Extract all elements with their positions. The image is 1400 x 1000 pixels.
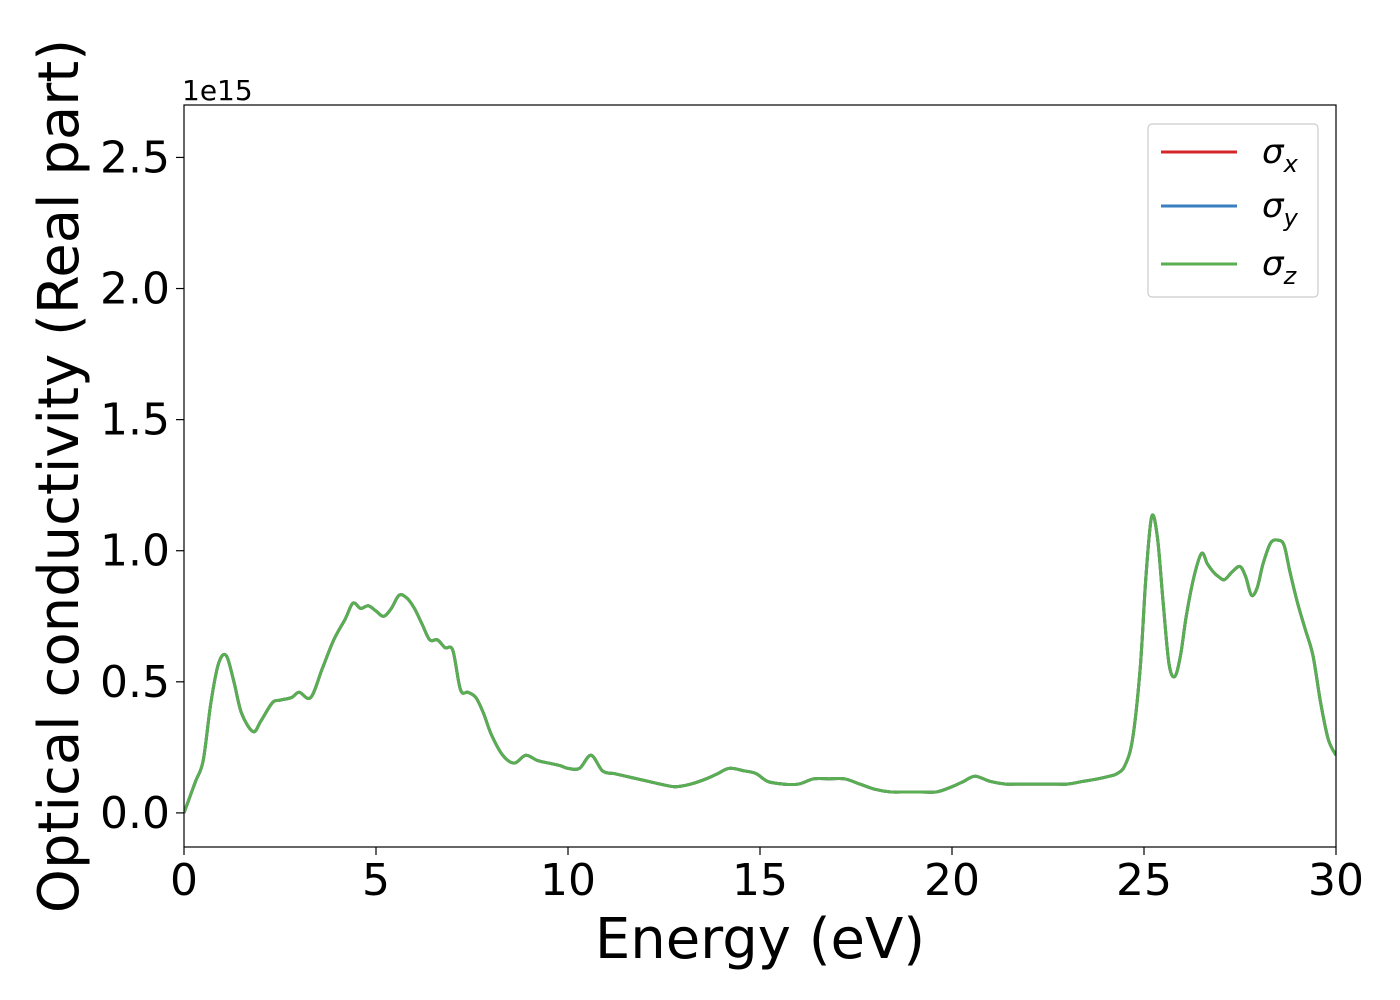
x-tick-label: 15 — [732, 855, 788, 906]
legend-label-symbol: σ — [1262, 186, 1285, 226]
legend-label-symbol: σ — [1262, 132, 1285, 172]
legend-label-x: σx — [1262, 132, 1299, 178]
legend-box — [1147, 123, 1319, 298]
y-tick-label: 2.5 — [100, 132, 170, 183]
x-tick-label: 5 — [362, 855, 390, 906]
y-axis-ticks: 0.0 0.5 1.0 1.5 2.0 2.5 — [100, 132, 184, 839]
x-tick-label: 25 — [1116, 855, 1172, 906]
y-axis-title: Optical conductivity (Real part) — [27, 39, 92, 913]
y-tick-label: 0.0 — [100, 788, 170, 839]
x-tick-label: 10 — [540, 855, 596, 906]
y-offset-text: 1e15 — [182, 74, 253, 107]
x-tick-label: 0 — [170, 855, 198, 906]
legend-label-subscript: z — [1283, 262, 1298, 290]
x-axis-title: Energy (eV) — [595, 907, 925, 972]
series-layer — [184, 513, 1336, 814]
y-tick-label: 2.0 — [100, 264, 170, 315]
y-tick-label: 1.0 — [100, 526, 170, 577]
legend-label-z: σz — [1262, 244, 1298, 290]
x-tick-label: 30 — [1308, 855, 1364, 906]
x-tick-label: 20 — [924, 855, 980, 906]
y-tick-label: 0.5 — [100, 657, 170, 708]
legend-label-y: σy — [1262, 186, 1299, 232]
x-axis-ticks: 0 5 10 15 20 25 30 — [170, 847, 1364, 906]
legend-label-subscript: x — [1283, 150, 1299, 178]
legend-label-symbol: σ — [1262, 244, 1285, 284]
series-line-z — [184, 513, 1336, 814]
y-tick-label: 1.5 — [100, 395, 170, 446]
legend-label-subscript: y — [1283, 204, 1299, 232]
